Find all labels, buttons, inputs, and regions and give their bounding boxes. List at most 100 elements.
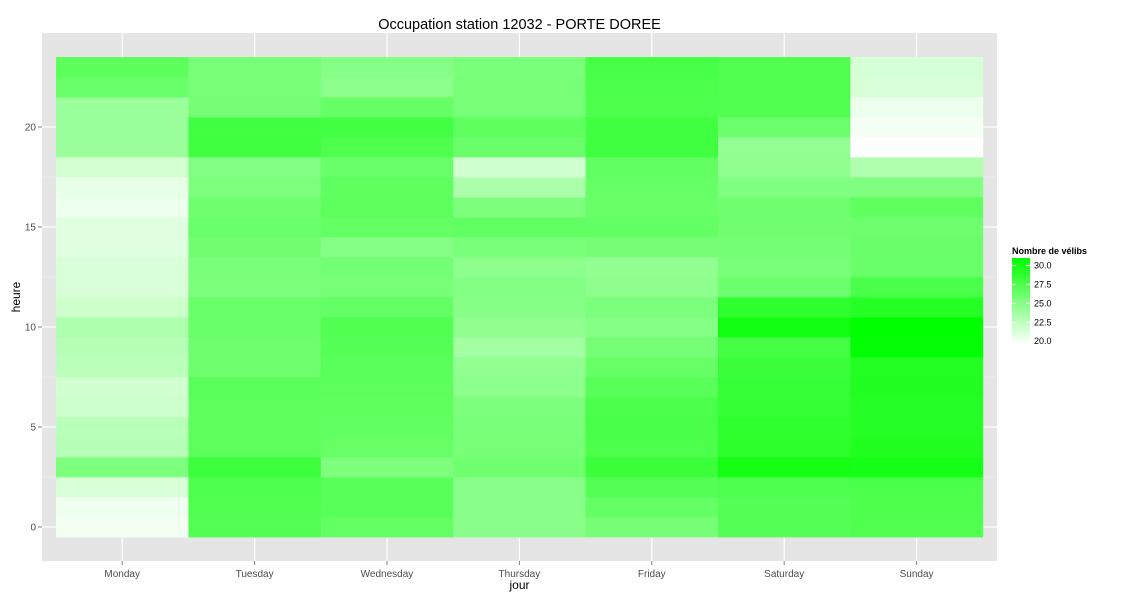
- heatmap-tile: [56, 57, 189, 78]
- heatmap-tile: [850, 517, 984, 538]
- heatmap-tile: [188, 497, 322, 518]
- heatmap-tile: [718, 157, 851, 178]
- x-tick-label: Saturday: [764, 569, 804, 580]
- heatmap-tile: [585, 237, 719, 258]
- heatmap-tile: [850, 97, 984, 118]
- chart-title: Occupation station 12032 - PORTE DOREE: [378, 17, 661, 33]
- heatmap-tile: [850, 477, 984, 498]
- heatmap-tile: [850, 437, 984, 458]
- heatmap-tile: [188, 257, 322, 278]
- heatmap-tile: [453, 197, 586, 218]
- heatmap-tile: [718, 57, 851, 78]
- y-axis-title: heure: [9, 281, 23, 312]
- heatmap-tile: [850, 377, 984, 398]
- y-tick-label: 15: [25, 223, 37, 234]
- heatmap-tile: [850, 337, 984, 358]
- heatmap-tile: [320, 277, 454, 298]
- heatmap-tile: [585, 157, 719, 178]
- heatmap-tile: [453, 337, 586, 358]
- heatmap-tile: [850, 357, 984, 378]
- heatmap-tile: [718, 517, 851, 538]
- heatmap-tile: [850, 257, 984, 278]
- heatmap-tile: [56, 137, 189, 158]
- heatmap-tile: [188, 197, 322, 218]
- heatmap-tile: [585, 177, 719, 198]
- heatmap-tile: [453, 397, 586, 418]
- heatmap-tile: [188, 317, 322, 338]
- heatmap-tile: [585, 297, 719, 318]
- heatmap-tile: [320, 317, 454, 338]
- heatmap-tile: [718, 237, 851, 258]
- y-tick-label: 10: [25, 323, 37, 334]
- y-axis: 0 5 10 15 20: [25, 123, 42, 534]
- legend-label: 20.0: [1034, 336, 1052, 346]
- legend-label: 22.5: [1034, 317, 1052, 327]
- heatmap-tile: [585, 397, 719, 418]
- legend-title: Nombre de vélibs: [1012, 246, 1087, 256]
- heatmap-tile: [718, 437, 851, 458]
- heatmap-tile: [320, 117, 454, 138]
- heatmap-tile: [56, 437, 189, 458]
- heatmap-tile: [320, 257, 454, 278]
- heatmap-tile: [453, 257, 586, 278]
- y-tick-label: 5: [30, 423, 36, 434]
- heatmap-tile: [56, 497, 189, 518]
- heatmap-tile: [718, 257, 851, 278]
- heatmap-tile: [585, 337, 719, 358]
- heatmap-tile: [585, 117, 719, 138]
- heatmap-tile: [850, 497, 984, 518]
- heatmap-tile: [718, 377, 851, 398]
- heatmap-tile: [188, 517, 322, 538]
- heatmap-tile: [453, 517, 586, 538]
- x-tick-label: Tuesday: [236, 569, 274, 580]
- heatmap-tile: [850, 237, 984, 258]
- heatmap-tile: [320, 417, 454, 438]
- heatmap-tile: [585, 57, 719, 78]
- heatmap-tile: [850, 77, 984, 98]
- heatmap-tile: [585, 217, 719, 238]
- heatmap-tile: [850, 317, 984, 338]
- heatmap-tile: [56, 477, 189, 498]
- heatmap-tile: [453, 457, 586, 478]
- heatmap-tile: [850, 57, 984, 78]
- heatmap-tile: [320, 197, 454, 218]
- heatmap-tile: [188, 397, 322, 418]
- heatmap-tile: [585, 317, 719, 338]
- heatmap-tile: [718, 457, 851, 478]
- heatmap-tile: [188, 97, 322, 118]
- legend-label: 30.0: [1034, 261, 1052, 271]
- heatmap-tile: [453, 97, 586, 118]
- heatmap-tile: [56, 117, 189, 138]
- heatmap-tile: [56, 237, 189, 258]
- heatmap-tile: [453, 117, 586, 138]
- heatmap-tile: [188, 137, 322, 158]
- heatmap-tile: [453, 477, 586, 498]
- heatmap-tile: [453, 57, 586, 78]
- heatmap-tile: [320, 397, 454, 418]
- heatmap-tile: [320, 337, 454, 358]
- heatmap-tile: [56, 357, 189, 378]
- heatmap-tile: [188, 477, 322, 498]
- heatmap-tile: [320, 477, 454, 498]
- heatmap-tile: [320, 137, 454, 158]
- heatmap-tile: [188, 117, 322, 138]
- color-legend: Nombre de vélibs 30.0 27.5 25.0 22.5 20.0: [1012, 246, 1087, 346]
- heatmap-tile: [585, 97, 719, 118]
- heatmap-tile: [453, 417, 586, 438]
- x-tick-label: Friday: [638, 569, 666, 580]
- heatmap-tile: [718, 337, 851, 358]
- heatmap-tile: [188, 237, 322, 258]
- heatmap-tile: [718, 317, 851, 338]
- heatmap-tile: [718, 217, 851, 238]
- heatmap-tile: [320, 57, 454, 78]
- heatmap-tile: [453, 177, 586, 198]
- heatmap-tile: [188, 177, 322, 198]
- heatmap-tile: [850, 177, 984, 198]
- heatmap-tile: [718, 77, 851, 98]
- heatmap-tile: [320, 97, 454, 118]
- heatmap-tile: [320, 377, 454, 398]
- heatmap-tile: [56, 417, 189, 438]
- heatmap-tile: [188, 217, 322, 238]
- heatmap-tile: [453, 297, 586, 318]
- heatmap-tile: [188, 77, 322, 98]
